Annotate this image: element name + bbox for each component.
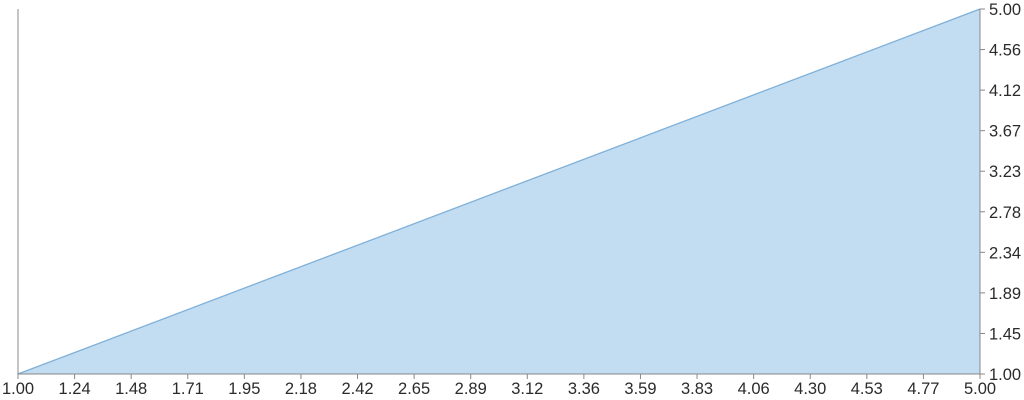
svg-text:3.23: 3.23 [989, 163, 1021, 181]
svg-text:1.00: 1.00 [2, 380, 34, 398]
svg-text:4.12: 4.12 [989, 82, 1021, 100]
svg-text:1.00: 1.00 [989, 366, 1021, 384]
svg-text:3.12: 3.12 [511, 380, 543, 398]
svg-text:4.53: 4.53 [851, 380, 883, 398]
svg-text:1.48: 1.48 [115, 380, 147, 398]
svg-text:1.89: 1.89 [989, 285, 1021, 303]
svg-text:1.95: 1.95 [228, 380, 260, 398]
svg-text:4.56: 4.56 [989, 42, 1021, 60]
svg-text:2.34: 2.34 [989, 244, 1021, 262]
svg-text:3.36: 3.36 [568, 380, 600, 398]
svg-text:3.83: 3.83 [681, 380, 713, 398]
svg-text:2.42: 2.42 [341, 380, 373, 398]
svg-text:2.18: 2.18 [285, 380, 317, 398]
svg-text:4.30: 4.30 [794, 380, 826, 398]
svg-text:3.67: 3.67 [989, 123, 1021, 141]
svg-text:1.24: 1.24 [59, 380, 91, 398]
svg-text:1.71: 1.71 [172, 380, 204, 398]
svg-text:2.89: 2.89 [455, 380, 487, 398]
svg-text:4.77: 4.77 [907, 380, 939, 398]
svg-text:2.65: 2.65 [398, 380, 430, 398]
svg-text:2.78: 2.78 [989, 204, 1021, 222]
svg-text:5.00: 5.00 [989, 1, 1021, 19]
svg-text:1.45: 1.45 [989, 325, 1021, 343]
svg-text:4.06: 4.06 [738, 380, 770, 398]
svg-text:3.59: 3.59 [624, 380, 656, 398]
